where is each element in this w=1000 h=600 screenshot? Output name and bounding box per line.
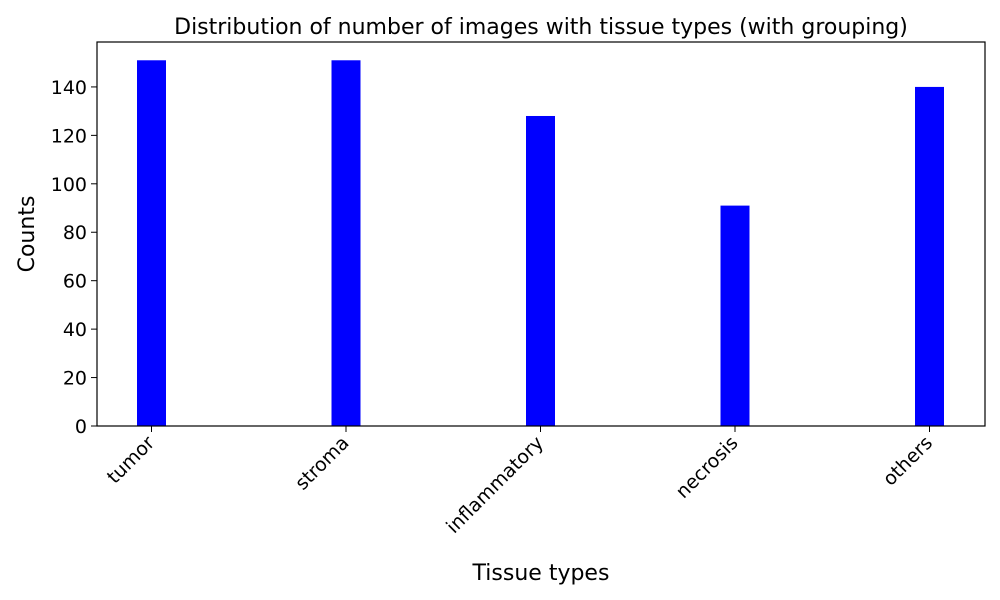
bar-inflammatory	[526, 115, 555, 426]
chart-title: Distribution of number of images with ti…	[174, 15, 908, 40]
y-tick-label: 140	[51, 77, 87, 99]
y-tick-label: 40	[63, 319, 87, 341]
x-tick-label: tumor	[103, 432, 159, 488]
bar-necrosis	[720, 205, 750, 426]
y-tick-label: 60	[63, 271, 87, 293]
y-axis-ticks: 0 20 40 60 80 100 120 140	[51, 77, 97, 438]
plot-frame	[96, 41, 986, 427]
x-tick-label: inflammatory	[442, 432, 548, 538]
x-tick-label: necrosis	[672, 432, 743, 503]
x-axis-label: Tissue types	[472, 561, 610, 586]
y-tick-label: 0	[75, 416, 87, 438]
y-tick-label: 80	[63, 222, 87, 244]
y-axis-label: Counts	[15, 196, 40, 273]
x-axis-ticks: tumor stroma inflammatory necrosis others	[103, 426, 937, 538]
bars-group	[137, 60, 944, 427]
x-tick-label: others	[879, 432, 937, 490]
y-tick-label: 20	[63, 368, 87, 390]
y-tick-label: 120	[51, 125, 87, 147]
bar-stroma	[331, 60, 361, 427]
bar-others	[915, 86, 944, 426]
bar-tumor	[137, 60, 166, 427]
x-tick-label: stroma	[291, 432, 354, 495]
y-tick-label: 100	[51, 174, 87, 196]
